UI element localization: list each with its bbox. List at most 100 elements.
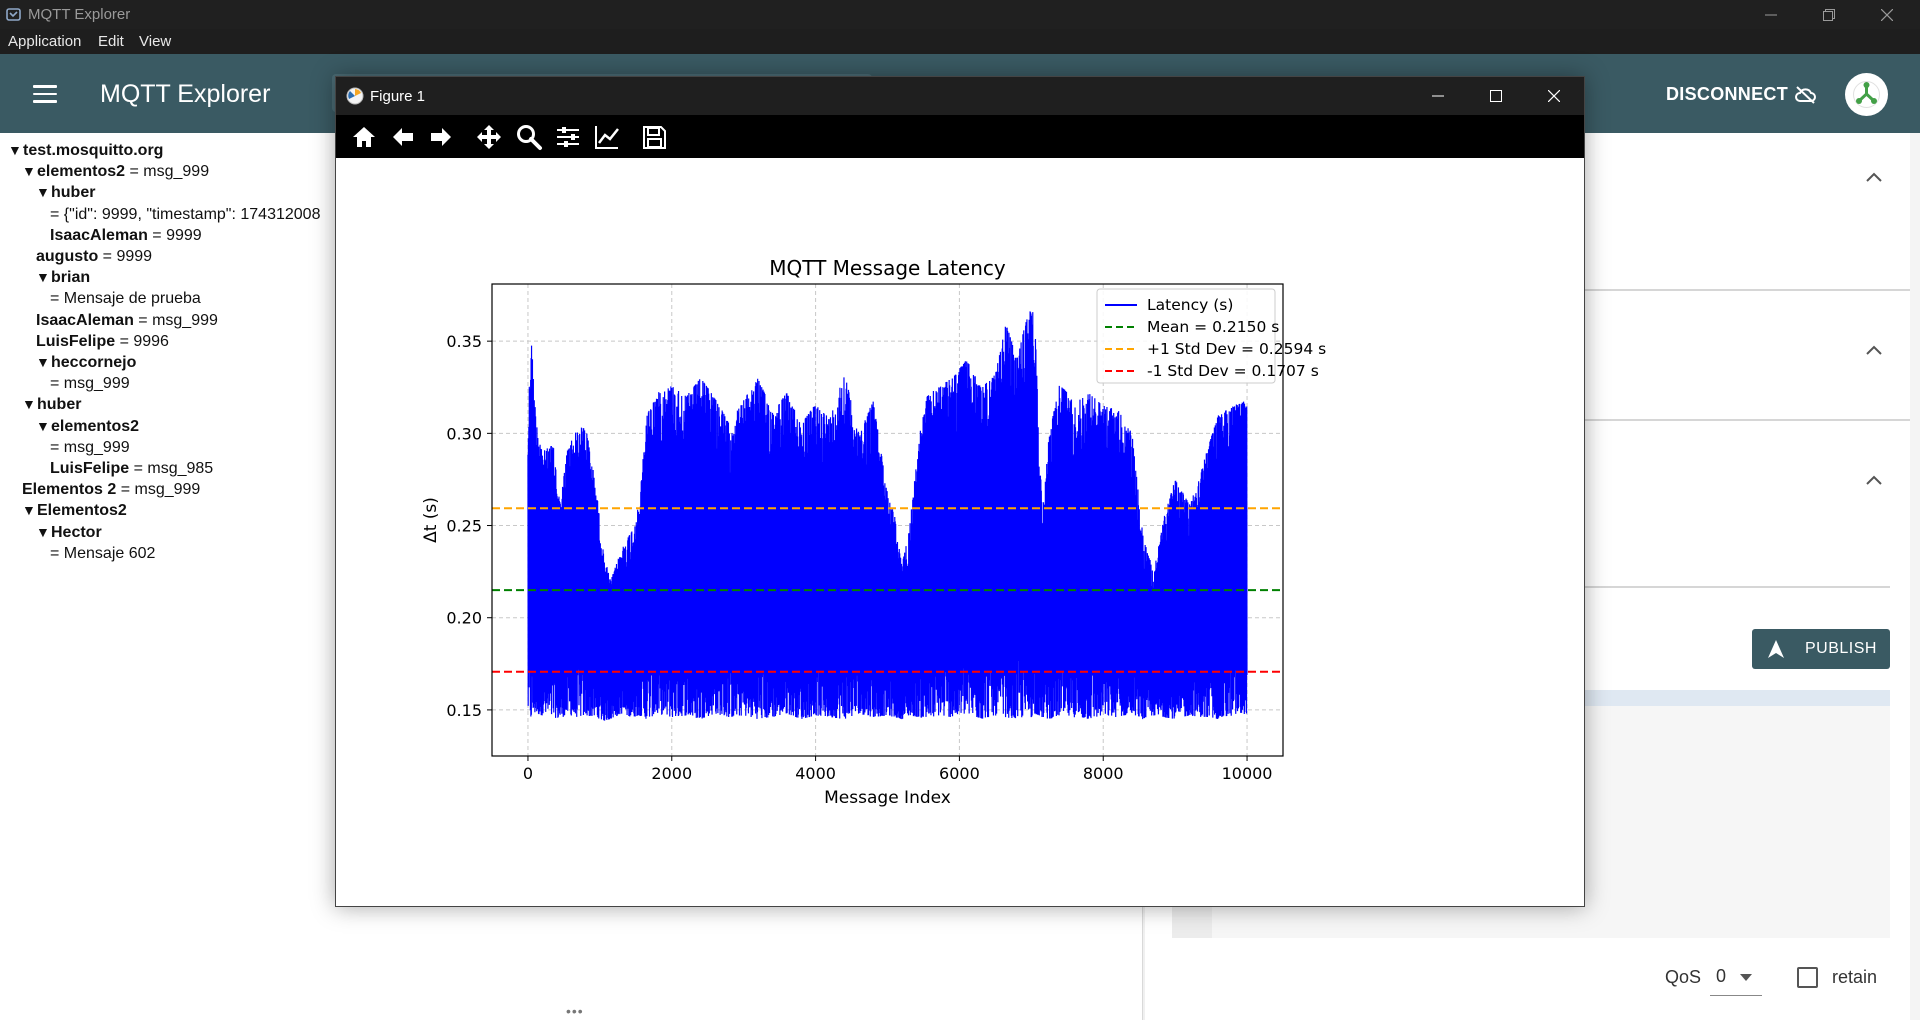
equals-sign: = — [129, 460, 148, 477]
tree-node[interactable]: IsaacAleman = 9999 — [50, 227, 202, 245]
subplots-icon[interactable] — [554, 123, 582, 151]
tree-node-value: 9996 — [133, 332, 169, 350]
x-tick-label: 8000 — [1083, 764, 1124, 783]
equals-sign: = — [125, 163, 144, 181]
window-title: MQTT Explorer — [28, 6, 131, 23]
close-icon — [1881, 9, 1893, 21]
tree-node-value: msg_999 — [134, 481, 201, 499]
legend-box — [1096, 288, 1276, 384]
equals-sign: = — [50, 290, 64, 308]
tree-node[interactable]: ▼elementos2 = msg_999 — [22, 163, 209, 181]
tree-node-key: IsaacAleman — [36, 311, 134, 329]
figure-minimize-button[interactable] — [1410, 77, 1468, 115]
expand-triangle-icon[interactable]: ▼ — [36, 417, 50, 434]
menu-bar: Application Edit View — [0, 29, 1920, 54]
pan-icon[interactable] — [475, 123, 503, 151]
menu-edit[interactable]: Edit — [98, 33, 124, 50]
tree-node-value: msg_999 — [63, 438, 130, 456]
tree-node[interactable]: Elementos 2 = msg_999 — [22, 481, 200, 499]
home-icon[interactable] — [350, 123, 378, 151]
matplotlib-icon — [346, 87, 364, 105]
tree-node-value: msg_999 — [152, 311, 218, 329]
legend-entry: Mean = 0.2150 s — [1147, 318, 1279, 336]
tree-node[interactable]: = msg_999 — [50, 439, 130, 457]
tree-node[interactable]: ▼Hector — [36, 524, 102, 542]
tree-node-key: huber — [51, 184, 96, 202]
tree-node[interactable]: ▼huber — [22, 396, 81, 414]
tree-node[interactable]: LuisFelipe = 9996 — [36, 333, 169, 351]
edit-axis-icon[interactable] — [593, 123, 621, 151]
chart-title: MQTT Message Latency — [769, 256, 1006, 280]
forward-arrow-icon[interactable] — [427, 123, 455, 151]
tree-node[interactable]: = {"id": 9999, "timestamp": 174312008 — [50, 206, 320, 224]
section-divider — [1585, 419, 1910, 421]
expand-triangle-icon[interactable]: ▼ — [36, 523, 50, 540]
expand-triangle-icon[interactable]: ▼ — [36, 184, 50, 201]
figure-close-button[interactable] — [1526, 77, 1584, 115]
figure-titlebar: Figure 1 — [336, 77, 1584, 115]
tree-node-key: LuisFelipe — [50, 460, 130, 477]
avatar-icon[interactable] — [1845, 73, 1888, 116]
tree-node[interactable]: ▼heccornejo — [36, 354, 136, 372]
equals-sign: = — [50, 375, 64, 393]
app-title: MQTT Explorer — [100, 80, 271, 108]
tree-node[interactable]: = Mensaje 602 — [50, 545, 155, 563]
chevron-up-icon[interactable] — [1866, 475, 1882, 485]
expand-triangle-icon[interactable]: ▼ — [36, 269, 50, 286]
y-tick-label: 0.30 — [446, 424, 482, 443]
equals-sign: = — [147, 226, 167, 244]
publish-button[interactable]: PUBLISH — [1752, 629, 1890, 669]
tree-node[interactable]: ▼test.mosquitto.org — [8, 142, 163, 160]
zoom-icon[interactable] — [515, 123, 543, 151]
expand-triangle-icon[interactable]: ▼ — [22, 396, 36, 413]
expand-triangle-icon[interactable]: ▼ — [22, 163, 36, 180]
expand-triangle-icon[interactable]: ▼ — [22, 502, 36, 519]
resize-handle[interactable]: ••• — [566, 1003, 584, 1019]
tree-node-value: msg_999 — [143, 163, 210, 181]
restore-button[interactable] — [1800, 0, 1858, 29]
menu-application[interactable]: Application — [8, 33, 82, 50]
x-tick-label: 10000 — [1222, 764, 1273, 783]
x-tick-label: 0 — [523, 764, 533, 783]
expand-triangle-icon[interactable]: ▼ — [8, 142, 22, 158]
figure-maximize-button[interactable] — [1468, 77, 1526, 115]
tree-node-key: LuisFelipe — [36, 332, 116, 350]
expand-triangle-icon[interactable]: ▼ — [36, 354, 50, 370]
chevron-up-icon[interactable] — [1866, 345, 1882, 355]
tree-node-value: 9999 — [116, 248, 153, 265]
hamburger-menu-icon[interactable] — [33, 85, 57, 103]
minimize-button[interactable] — [1742, 0, 1800, 29]
tree-node[interactable]: LuisFelipe = msg_985 — [50, 460, 213, 478]
send-arrow-icon — [1768, 640, 1784, 658]
back-arrow-icon[interactable] — [389, 123, 417, 151]
x-tick-label: 6000 — [939, 764, 980, 783]
equals-sign: = — [50, 544, 64, 562]
qos-select[interactable]: 0 — [1716, 966, 1727, 986]
dropdown-caret-icon[interactable] — [1740, 974, 1752, 981]
tree-node[interactable]: ▼elementos2 — [36, 418, 139, 436]
window-titlebar: MQTT Explorer — [0, 0, 1920, 29]
tree-node[interactable]: IsaacAleman = msg_999 — [36, 312, 218, 330]
tree-node[interactable]: augusto = 9999 — [36, 248, 152, 266]
equals-sign: = — [116, 481, 135, 499]
tree-node-key: Hector — [51, 523, 102, 541]
qos-underline — [1710, 995, 1762, 996]
tree-node-value: 9999 — [166, 226, 202, 244]
chart-legend: Latency (s) Mean = 0.2150 s +1 Std Dev = 0… — [1096, 288, 1326, 384]
tree-node[interactable]: = msg_999 — [50, 375, 130, 393]
equals-sign: = — [115, 332, 134, 350]
tree-node[interactable]: = Mensaje de prueba — [50, 290, 201, 308]
details-scrollbar[interactable] — [1910, 133, 1920, 1020]
tree-node[interactable]: ▼brian — [36, 269, 90, 287]
equals-sign: = — [98, 248, 117, 265]
y-axis-label: Δt (s) — [421, 497, 441, 543]
axes-frame — [491, 283, 1284, 757]
retain-checkbox[interactable] — [1797, 967, 1818, 988]
save-icon[interactable] — [640, 123, 668, 151]
menu-view[interactable]: View — [139, 33, 172, 50]
chevron-up-icon[interactable] — [1866, 172, 1882, 182]
disconnect-button[interactable]: DISCONNECT — [1666, 84, 1789, 104]
close-button[interactable] — [1858, 0, 1916, 29]
tree-node[interactable]: ▼huber — [36, 184, 95, 202]
tree-node[interactable]: ▼Elementos2 — [22, 502, 127, 520]
